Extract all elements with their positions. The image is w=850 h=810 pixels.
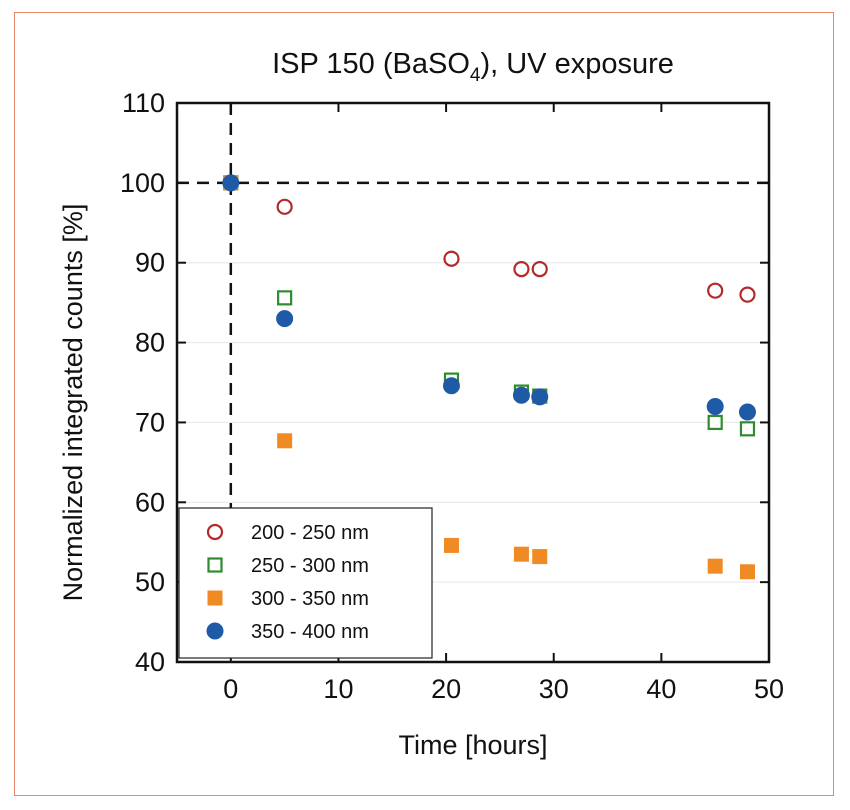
legend-marker-350-400-nm	[206, 622, 224, 640]
figure-frame	[14, 12, 834, 796]
point-200-250-nm-4	[531, 261, 548, 278]
point-350-400-nm-0	[222, 174, 240, 192]
legend-item-250-300-nm: 250 - 300 nm	[207, 555, 369, 577]
legend-label-250-300-nm: 250 - 300 nm	[251, 555, 369, 577]
legend-item-300-350-nm: 300 - 350 nm	[207, 588, 369, 610]
point-300-350-nm-5	[707, 558, 723, 574]
legend: 200 - 250 nm 250 - 300 nm 300 - 350 nm 350 …	[178, 507, 433, 659]
y-tick-label-80: 80	[135, 328, 165, 358]
legend-marker-250-300-nm	[207, 557, 223, 573]
y-tick-label-90: 90	[135, 248, 165, 278]
point-350-400-nm-4	[531, 388, 549, 406]
x-tick-label-50: 50	[754, 674, 784, 704]
legend-label-350-400-nm: 350 - 400 nm	[251, 621, 369, 643]
y-tick-label-70: 70	[135, 407, 165, 437]
point-200-250-nm-5	[707, 282, 724, 299]
series-200-250-nm	[222, 174, 756, 303]
y-axis-label: Normalized integrated counts [%]	[58, 204, 88, 602]
y-tick-label-60: 60	[135, 487, 165, 517]
x-axis-label: Time [hours]	[398, 730, 547, 760]
x-tick-label-30: 30	[539, 674, 569, 704]
point-350-400-nm-6	[738, 403, 756, 421]
x-tick-label-0: 0	[223, 674, 238, 704]
point-200-250-nm-1	[276, 198, 293, 215]
legend-item-350-400-nm: 350 - 400 nm	[206, 621, 369, 643]
axis-ticks: 0 10 20 30 40 50 40 50 60 70 80 90 100 110	[120, 88, 784, 704]
x-tick-label-40: 40	[646, 674, 676, 704]
plot-border	[175, 101, 771, 664]
x-tick-label-20: 20	[431, 674, 461, 704]
legend-label-200-250-nm: 200 - 250 nm	[251, 522, 369, 544]
point-300-350-nm-4	[532, 549, 548, 565]
point-350-400-nm-3	[512, 386, 530, 404]
point-300-350-nm-1	[277, 433, 293, 449]
point-250-300-nm-6	[739, 421, 756, 437]
point-350-400-nm-2	[442, 377, 460, 395]
legend-label-300-350-nm: 300 - 350 nm	[251, 588, 369, 610]
legend-marker-300-350-nm	[207, 590, 223, 606]
point-200-250-nm-3	[513, 261, 530, 278]
series-250-300-nm	[223, 175, 756, 437]
series-350-400-nm	[222, 174, 756, 421]
point-300-350-nm-2	[443, 537, 459, 553]
point-350-400-nm-5	[706, 397, 724, 415]
point-250-300-nm-5	[707, 414, 723, 431]
point-350-400-nm-1	[276, 310, 294, 328]
point-300-350-nm-6	[739, 564, 755, 580]
data-marks	[222, 174, 756, 580]
point-250-300-nm-1	[277, 290, 293, 306]
y-tick-label-40: 40	[135, 647, 165, 677]
x-tick-label-10: 10	[323, 674, 353, 704]
point-200-250-nm-6	[739, 286, 756, 303]
y-tick-label-100: 100	[120, 168, 165, 198]
legend-marker-200-250-nm	[206, 523, 224, 541]
point-300-350-nm-3	[513, 546, 529, 562]
chart-title: ISP 150 (BaSO4), UV exposure	[272, 48, 674, 86]
y-tick-label-50: 50	[135, 567, 165, 597]
y-tick-label-110: 110	[122, 88, 165, 118]
grid-layer	[177, 262, 769, 583]
point-200-250-nm-2	[443, 250, 460, 267]
legend-item-200-250-nm: 200 - 250 nm	[206, 522, 369, 544]
